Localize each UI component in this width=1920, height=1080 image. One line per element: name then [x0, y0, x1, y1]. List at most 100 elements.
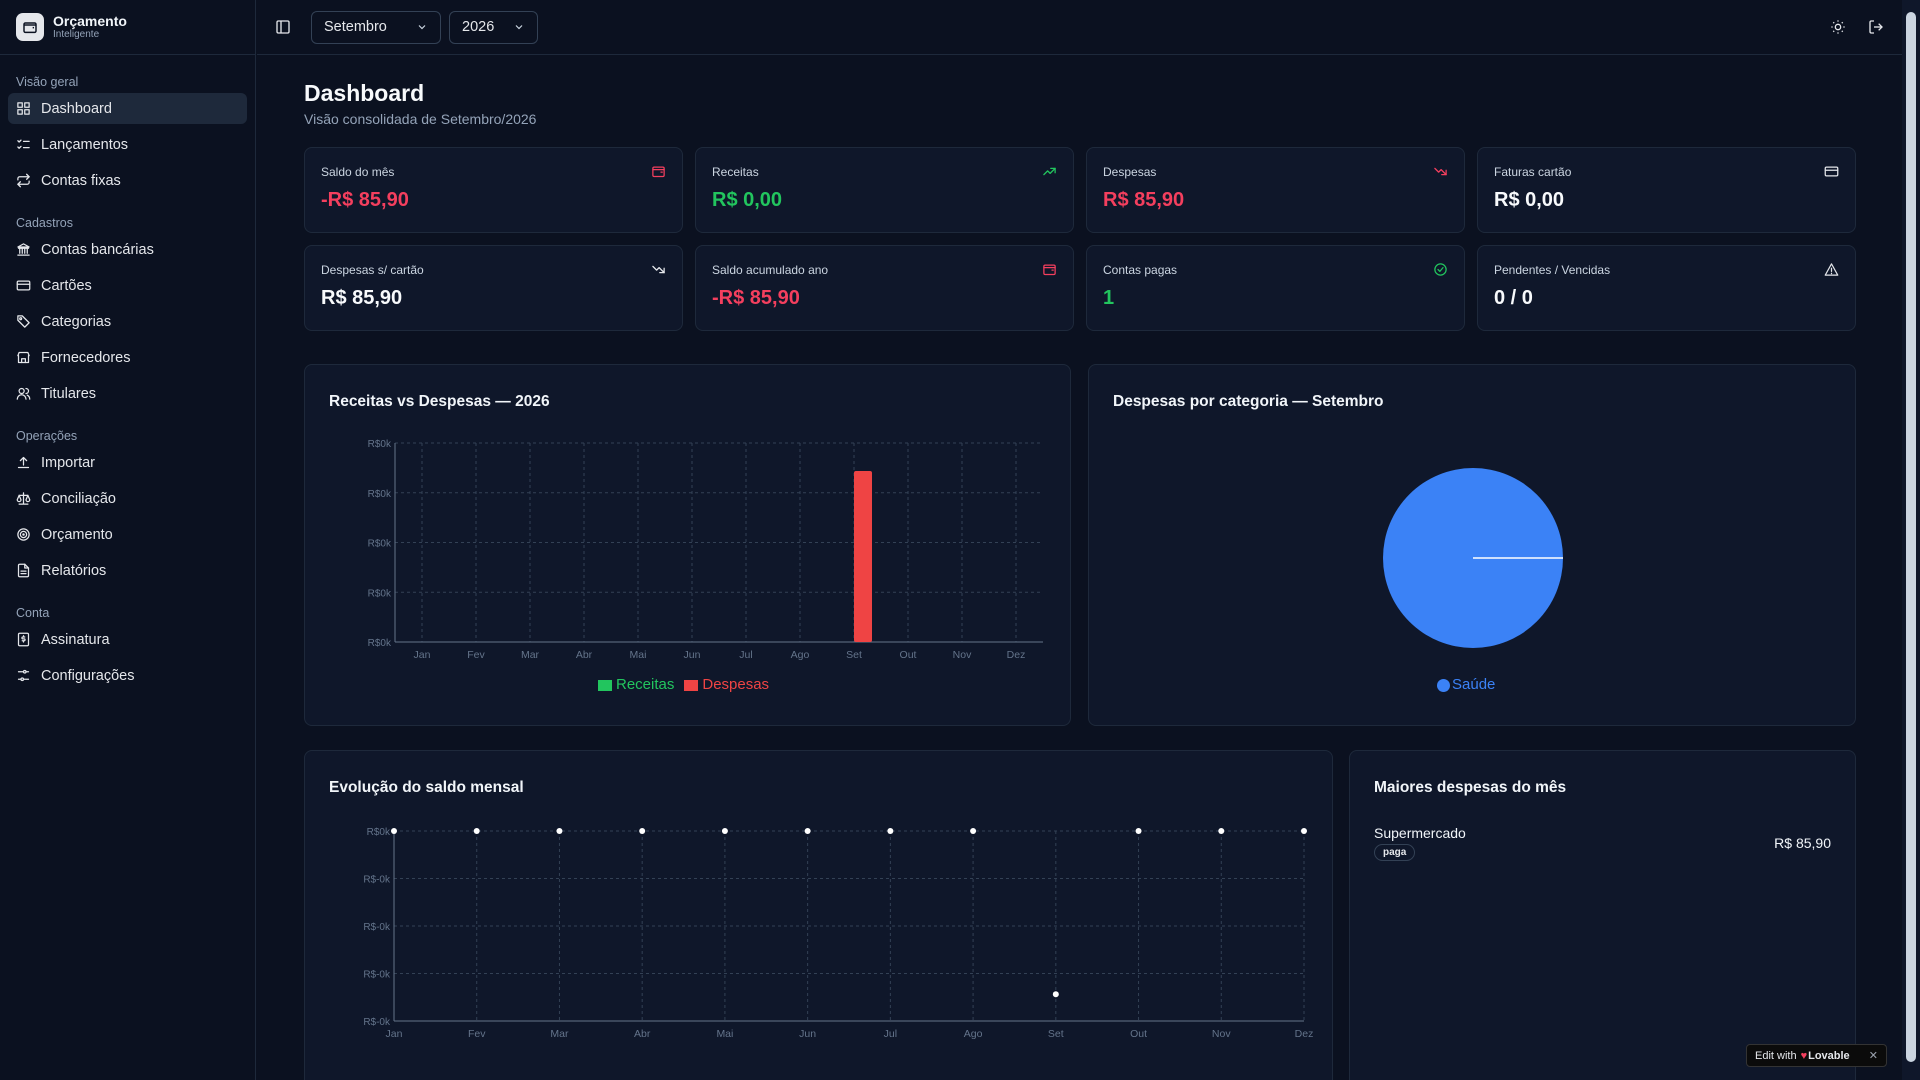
sidebar-item-conciliacao[interactable]: Conciliação — [8, 483, 247, 514]
x-tick-label: Nov — [1212, 1028, 1231, 1040]
nav-section-heading: Visão geral — [16, 75, 79, 89]
edit-with-lovable-badge[interactable]: Edit with ♥ Lovable ✕ — [1746, 1044, 1887, 1067]
sidebar-item-lancamentos[interactable]: Lançamentos — [8, 129, 247, 160]
line-point-nov — [1218, 828, 1225, 834]
chevron-down-icon — [418, 25, 426, 30]
legend-item-saude: Saúde — [1437, 676, 1495, 693]
nav-section-heading: Conta — [16, 606, 50, 620]
kpi-card: Saldo do mês -R$ 85,90 — [304, 147, 683, 233]
scale-icon — [16, 491, 41, 506]
sidebar-nav: Visão geral Dashboard Lançamentos Contas… — [0, 71, 255, 691]
receipt-icon — [16, 632, 41, 647]
pie-chart — [1383, 468, 1563, 648]
upload-icon — [16, 455, 41, 470]
close-icon[interactable]: ✕ — [1868, 1050, 1878, 1062]
scrollbar[interactable] — [1902, 0, 1920, 1080]
sidebar-item-relatorios[interactable]: Relatórios — [8, 555, 247, 586]
bank-icon — [16, 242, 41, 257]
top-expense-name[interactable]: Supermercado — [1374, 825, 1466, 841]
sidebar-item-cartoes[interactable]: Cartões — [8, 270, 247, 301]
x-tick-label: Jul — [739, 649, 752, 661]
nav-section-heading: Cadastros — [16, 216, 73, 230]
status-badge: paga — [1374, 844, 1416, 861]
x-tick-label: Nov — [953, 649, 972, 661]
month-select[interactable]: Setembro — [311, 10, 441, 44]
y-tick-label: R$0k — [367, 827, 391, 838]
nav-section: Operações Importar Conciliação Orçamento… — [0, 425, 255, 586]
sidebar-item-label: Orçamento — [41, 526, 113, 543]
kpi-card: Contas pagas 1 — [1086, 245, 1465, 331]
bar-chart-card: Receitas vs Despesas — 2026 R$0k R$0k R$0k… — [304, 364, 1071, 726]
lovable-brand: Lovable — [1808, 1049, 1850, 1062]
lovable-heart-icon: ♥ — [1800, 1049, 1808, 1062]
sidebar-item-label: Contas bancárias — [41, 241, 154, 258]
x-tick-label: Fev — [467, 649, 485, 661]
sidebar-item-assinatura[interactable]: Assinatura — [8, 624, 247, 655]
bar-despesas-set — [854, 471, 872, 642]
brand[interactable]: Orçamento Inteligente — [0, 0, 255, 55]
kpi-value: R$ 0,00 — [1494, 189, 1565, 211]
sidebar-item-label: Lançamentos — [41, 136, 129, 153]
line-point-set — [1052, 991, 1059, 998]
y-tick-label: R$-0k — [363, 922, 391, 933]
sidebar-item-label: Categorias — [41, 313, 112, 330]
y-tick-label: R$0k — [368, 588, 392, 599]
logout-icon[interactable] — [1868, 19, 1884, 35]
sidebar-item-categorias[interactable]: Categorias — [8, 306, 247, 337]
check-circle-icon — [1433, 262, 1448, 277]
topbar: Setembro 2026 — [257, 0, 1902, 55]
year-select[interactable]: 2026 — [449, 10, 538, 44]
y-tick-label: R$0k — [368, 489, 392, 500]
line-point-mai — [721, 828, 728, 834]
top-expenses-title: Maiores despesas do mês — [1374, 779, 1567, 796]
kpi-value: 1 — [1103, 287, 1115, 309]
sidebar-toggle-icon[interactable] — [275, 19, 291, 35]
sidebar-item-titulares[interactable]: Titulares — [8, 378, 247, 409]
sidebar-item-fornecedores[interactable]: Fornecedores — [8, 342, 247, 373]
kpi-value: -R$ 85,90 — [712, 287, 800, 309]
sidebar-item-label: Dashboard — [41, 100, 112, 117]
sidebar-item-label: Cartões — [41, 277, 92, 294]
x-tick-label: Ago — [791, 649, 810, 661]
bar-chart-legend: Receitas Despesas — [598, 676, 769, 693]
kpi-card: Pendentes / Vencidas 0 / 0 — [1477, 245, 1856, 331]
kpi-value: 0 / 0 — [1494, 287, 1533, 309]
line-point-abr — [639, 828, 646, 834]
theme-toggle-icon[interactable] — [1830, 19, 1846, 35]
y-tick-label: R$-0k — [363, 970, 391, 981]
sidebar-item-orcamento[interactable]: Orçamento — [8, 519, 247, 550]
page-title: Dashboard — [304, 80, 425, 106]
line-point-fev — [473, 828, 480, 834]
top-expenses-card: Maiores despesas do mês Supermercado pag… — [1349, 750, 1856, 1080]
kpi-label: Pendentes / Vencidas — [1494, 263, 1611, 277]
legend-despesas-label: Despesas — [702, 676, 770, 693]
sidebar-item-contas-bancarias[interactable]: Contas bancárias — [8, 234, 247, 265]
x-tick-label: Jan — [414, 649, 431, 661]
month-select-value: Setembro — [324, 19, 387, 35]
sidebar-item-label: Titulares — [41, 385, 97, 402]
sidebar-item-dashboard[interactable]: Dashboard — [8, 93, 247, 124]
sidebar-item-label: Contas fixas — [41, 172, 121, 189]
scrollbar-thumb[interactable] — [1906, 12, 1916, 1062]
sidebar-item-importar[interactable]: Importar — [8, 447, 247, 478]
sidebar-item-configuracoes[interactable]: Configurações — [8, 660, 247, 691]
brand-title: Orçamento — [53, 13, 127, 29]
nav-section-heading: Operações — [16, 429, 78, 443]
file-text-icon — [16, 563, 41, 578]
wallet-icon — [16, 13, 44, 41]
bar-chart-title: Receitas vs Despesas — 2026 — [329, 393, 550, 410]
line-point-jun — [804, 828, 811, 834]
alert-triangle-icon — [1824, 262, 1839, 277]
x-tick-label: Fev — [468, 1028, 486, 1040]
kpi-value: R$ 85,90 — [321, 287, 403, 309]
legend-saude-label: Saúde — [1452, 676, 1496, 693]
store-icon — [16, 350, 41, 365]
y-tick-label: R$0k — [368, 539, 392, 550]
x-tick-label: Dez — [1295, 1028, 1314, 1040]
legend-item-receitas: Receitas — [598, 676, 674, 693]
x-tick-label: Abr — [576, 649, 593, 661]
x-tick-label: Mar — [550, 1028, 569, 1040]
credit-card-icon — [16, 278, 41, 293]
sidebar-item-contas-fixas[interactable]: Contas fixas — [8, 165, 247, 196]
kpi-card: Saldo acumulado ano -R$ 85,90 — [695, 245, 1074, 331]
